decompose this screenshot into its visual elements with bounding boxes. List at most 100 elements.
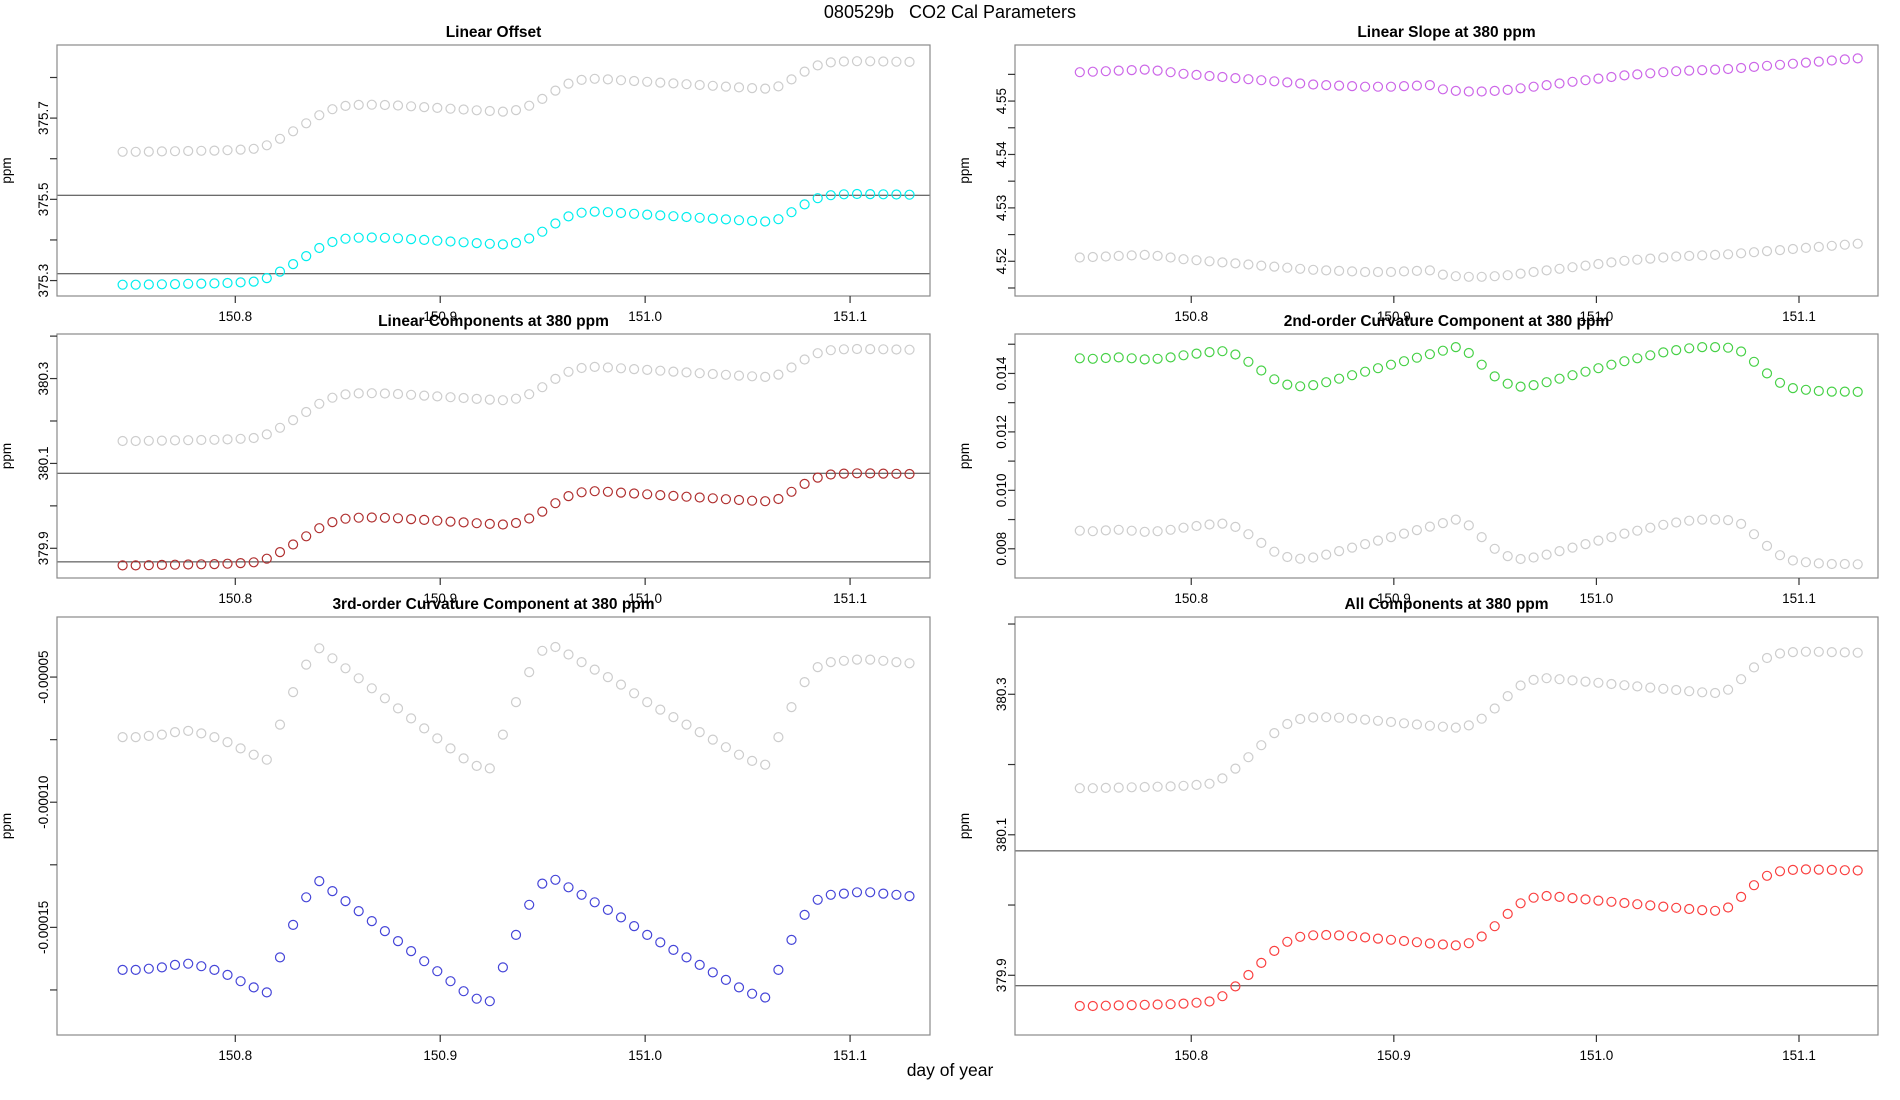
data-point [301,406,312,418]
data-point [1697,904,1708,916]
data-point [130,279,141,290]
data-point [825,656,836,668]
data-point [379,925,390,937]
data-point [1372,266,1384,278]
data-point [274,719,286,730]
data-point [1359,538,1371,550]
data-point [1852,386,1863,397]
data-point [419,390,430,401]
data-point [1502,908,1513,920]
data-point [1476,359,1487,370]
data-point [1813,241,1824,252]
data-point [1100,782,1111,794]
data-point [589,73,600,84]
data-point [524,513,535,524]
data-point [1787,243,1799,255]
data-point [1735,62,1747,74]
data-point [458,753,469,764]
data-point [1191,255,1202,266]
y-axis-label: ppm [0,813,14,839]
data-point [1489,271,1500,282]
data-point [891,468,902,479]
data-point [1178,254,1189,265]
data-point [865,654,876,665]
data-point [1515,83,1526,94]
data-point [209,558,220,570]
data-point [1178,522,1189,533]
data-point [169,959,181,971]
data-point [1385,266,1397,278]
x-tick-label: 150.9 [1377,309,1411,324]
data-point [1165,999,1176,1010]
data-point [1800,646,1812,657]
data-point [419,723,430,734]
data-point [288,126,299,137]
data-point [524,899,535,910]
x-tick-label: 151.1 [833,1048,867,1063]
x-tick-label: 150.9 [1377,591,1411,606]
data-point [1308,380,1319,391]
data-point [760,371,771,382]
data-point [799,909,810,921]
data-point [445,976,456,987]
data-point [1748,529,1760,540]
data-point [1593,535,1604,546]
data-point [130,435,141,447]
data-point [1697,250,1708,261]
data-point [1204,256,1215,267]
data-point [1398,266,1410,277]
data-point [1256,365,1267,376]
data-point [1450,722,1461,733]
y-tick-label: 4.54 [994,141,1009,168]
data-point [1230,763,1241,774]
data-point [1541,549,1552,560]
data-point [628,688,640,699]
data-point [432,102,443,114]
data-point [353,99,364,111]
data-point [1619,680,1630,691]
data-point [1321,79,1332,91]
data-point [143,963,154,974]
data-point [655,937,666,948]
data-point [576,889,587,900]
panel-box [1014,44,1879,297]
data-point [760,759,771,770]
data-point [1191,348,1202,359]
data-point [1580,676,1591,687]
data-point [773,731,784,743]
data-point [720,214,732,225]
data-point [655,210,666,221]
data-point [1813,864,1824,875]
data-point [183,145,194,157]
data-point [825,889,836,900]
data-point [1709,64,1721,75]
panel-title: 2nd-order Curvature Component at 380 ppm [1284,313,1610,330]
data-point [668,78,679,89]
data-point [143,560,154,571]
data-point [445,743,456,754]
data-point [1671,902,1682,913]
data-point [563,882,574,893]
data-point [786,934,797,946]
data-point [1282,77,1293,88]
data-point [1372,81,1384,92]
data-point [1619,356,1630,367]
data-point [1813,56,1824,67]
data-point [1684,65,1695,76]
data-point [1839,239,1850,250]
data-point [865,468,876,479]
data-point [1269,261,1280,272]
data-point [681,367,692,378]
data-point [694,959,705,971]
data-point [1230,349,1241,360]
series-slope-violet [1074,53,1863,97]
data-point [746,215,758,226]
data-point [1645,350,1656,361]
data-point [1645,900,1656,911]
data-point [865,56,876,67]
data-point [904,468,915,480]
data-point [733,215,745,226]
data-point [904,56,915,68]
data-point [1463,938,1474,949]
data-point [786,701,797,713]
